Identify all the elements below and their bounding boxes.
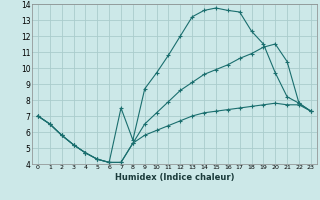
X-axis label: Humidex (Indice chaleur): Humidex (Indice chaleur) (115, 173, 234, 182)
